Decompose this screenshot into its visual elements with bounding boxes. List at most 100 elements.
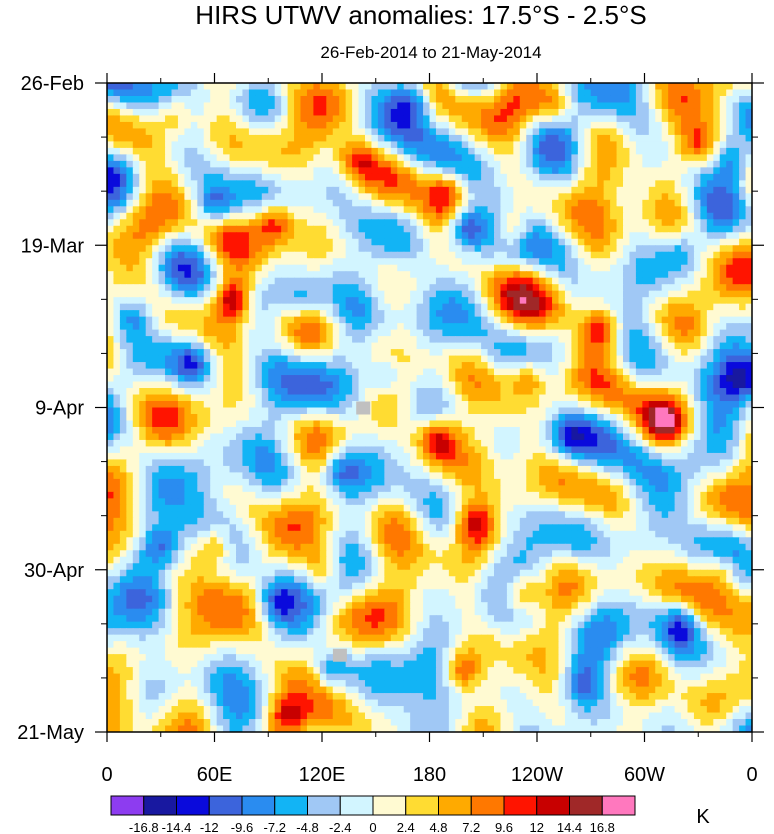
heatmap-cell xyxy=(119,394,127,402)
heatmap-cell xyxy=(435,375,443,383)
heatmap-cell xyxy=(506,368,514,376)
heatmap-cell xyxy=(255,388,263,396)
heatmap-cell xyxy=(577,258,585,266)
heatmap-cell xyxy=(552,206,560,214)
heatmap-cell xyxy=(558,277,566,285)
heatmap-cell xyxy=(377,212,385,220)
heatmap-cell xyxy=(261,167,269,175)
heatmap-cell xyxy=(358,180,366,188)
heatmap-cell xyxy=(223,245,231,253)
heatmap-cell xyxy=(107,225,115,233)
heatmap-cell xyxy=(590,316,598,324)
heatmap-cell xyxy=(365,323,373,331)
heatmap-cell xyxy=(165,264,173,272)
heatmap-cell xyxy=(506,173,514,181)
heatmap-cell xyxy=(145,121,153,130)
heatmap-cell xyxy=(177,271,185,279)
heatmap-cell xyxy=(223,173,231,181)
heatmap-cell xyxy=(461,297,469,305)
heatmap-cell xyxy=(623,264,631,272)
heatmap-cell xyxy=(564,206,572,214)
heatmap-cell xyxy=(713,173,721,181)
heatmap-cell xyxy=(287,394,295,402)
heatmap-cell xyxy=(506,121,514,130)
heatmap-cell xyxy=(681,95,689,104)
heatmap-cell xyxy=(577,375,585,383)
heatmap-cell xyxy=(287,108,295,117)
heatmap-cell xyxy=(668,193,676,201)
heatmap-cell xyxy=(693,121,701,130)
heatmap-cell xyxy=(377,206,385,214)
heatmap-cell xyxy=(590,251,598,259)
heatmap-cell xyxy=(339,375,347,383)
heatmap-cell xyxy=(584,128,592,136)
heatmap-cell xyxy=(681,173,689,181)
heatmap-cell xyxy=(558,102,566,110)
heatmap-cell xyxy=(152,303,160,311)
heatmap-cell xyxy=(313,251,321,259)
heatmap-cell xyxy=(726,128,734,136)
heatmap-cell xyxy=(177,147,185,155)
heatmap-cell xyxy=(590,173,598,181)
heatmap-cell xyxy=(487,225,495,233)
heatmap-cell xyxy=(365,102,373,110)
heatmap-cell xyxy=(545,375,553,383)
heatmap-cell xyxy=(261,394,269,402)
heatmap-cell xyxy=(229,154,237,162)
heatmap-cell xyxy=(545,290,553,298)
chart-title: HIRS UTWV anomalies: 17.5°S - 2.5°S xyxy=(195,0,646,30)
heatmap-cell xyxy=(403,310,411,318)
heatmap-cell xyxy=(294,394,302,402)
heatmap-cell xyxy=(468,303,476,311)
heatmap-cell xyxy=(326,381,334,389)
heatmap-cell xyxy=(306,232,314,240)
heatmap-cell xyxy=(668,349,676,357)
heatmap-cell xyxy=(513,381,521,389)
heatmap-cell xyxy=(274,173,282,181)
heatmap-cell xyxy=(332,147,340,155)
heatmap-cell xyxy=(294,381,302,389)
heatmap-cell xyxy=(513,271,521,279)
heatmap-cell xyxy=(661,238,669,246)
heatmap-cell xyxy=(119,245,127,253)
heatmap-cell xyxy=(345,349,353,357)
heatmap-cell xyxy=(171,193,179,201)
heatmap-cell xyxy=(139,219,147,227)
heatmap-cell xyxy=(384,193,392,201)
heatmap-cell xyxy=(687,128,695,136)
heatmap-cell xyxy=(410,316,418,324)
heatmap-cell xyxy=(384,349,392,357)
heatmap-cell xyxy=(629,375,637,383)
heatmap-cell xyxy=(713,264,721,272)
heatmap-cell xyxy=(571,206,579,214)
heatmap-cell xyxy=(319,180,327,188)
heatmap-cell xyxy=(371,349,379,357)
heatmap-cell xyxy=(603,167,611,175)
heatmap-cell xyxy=(371,238,379,246)
heatmap-cell xyxy=(552,401,560,409)
heatmap-cell xyxy=(590,271,598,279)
heatmap-cell xyxy=(506,238,514,246)
heatmap-cell xyxy=(429,381,437,389)
heatmap-cell xyxy=(203,115,211,123)
heatmap-cell xyxy=(616,89,624,97)
heatmap-cell xyxy=(358,394,366,402)
heatmap-cell xyxy=(145,401,153,409)
heatmap-cell xyxy=(545,160,553,168)
heatmap-cell xyxy=(268,362,276,370)
heatmap-cell xyxy=(248,362,256,370)
heatmap-cell xyxy=(500,394,508,402)
heatmap-cell xyxy=(693,342,701,350)
heatmap-cell xyxy=(455,95,463,104)
heatmap-cell xyxy=(242,401,250,409)
heatmap-cell xyxy=(590,160,598,168)
heatmap-cell xyxy=(397,277,405,285)
heatmap-cell xyxy=(513,134,521,143)
heatmap-cell xyxy=(274,89,282,97)
heatmap-cell xyxy=(332,186,340,194)
heatmap-cell xyxy=(442,147,450,155)
heatmap-cell xyxy=(648,212,656,220)
heatmap-cell xyxy=(494,297,502,305)
heatmap-cell xyxy=(713,108,721,117)
heatmap-cell xyxy=(423,284,431,292)
